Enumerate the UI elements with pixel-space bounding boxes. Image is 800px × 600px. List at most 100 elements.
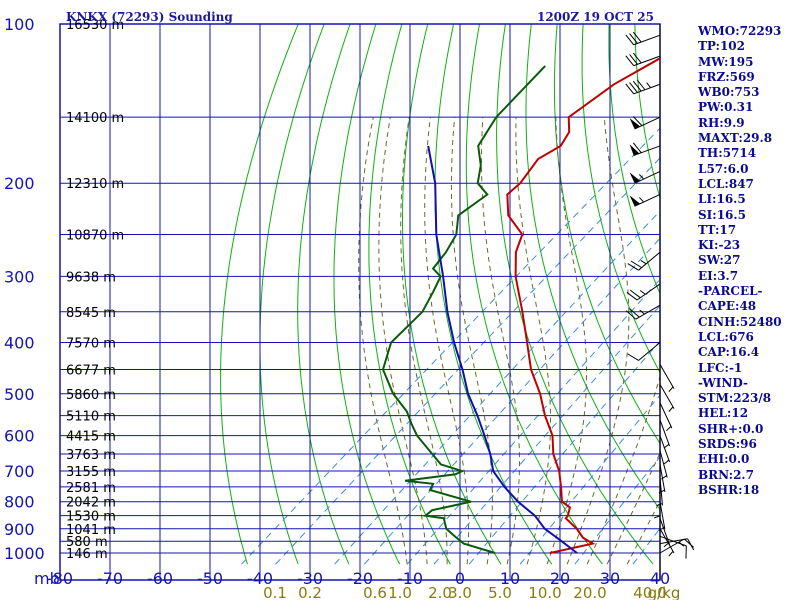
wind-barb-half-flag [666, 425, 672, 432]
wind-barb-flag [632, 80, 642, 92]
stability-index: BRN:2.7 [698, 467, 754, 482]
temperature-tick-label: -30 [297, 569, 323, 588]
temperature-tick-label: 0 [455, 569, 465, 588]
wind-barb-half-flag [656, 502, 663, 507]
pressure-unit-label: mb [34, 569, 60, 588]
temperature-tick-label: -60 [147, 569, 173, 588]
wind-barb-flag [627, 263, 639, 271]
height-label: 14100 m [66, 111, 124, 126]
stability-index: KI:-23 [698, 238, 741, 253]
height-label: 4415 m [66, 430, 116, 445]
stability-index: SW:27 [698, 253, 741, 268]
temperature-tick-label: -50 [197, 569, 223, 588]
moist-adiabat-line [358, 117, 408, 565]
dry-adiabat-line [333, 24, 401, 565]
pressure-tick-label: 200 [4, 174, 35, 193]
wind-barb-staff [633, 34, 661, 46]
stability-index: SHR+:0.0 [698, 421, 764, 436]
stability-index: HEL:12 [698, 406, 749, 421]
mixing-ratio-line [334, 210, 660, 565]
moist-adiabat-line [586, 374, 660, 565]
wind-barb [658, 501, 666, 531]
wind-barb [659, 535, 687, 559]
height-label: 5110 m [66, 410, 116, 425]
pressure-tick-label: 900 [4, 520, 35, 539]
wind-barb-flag [687, 538, 695, 551]
wind-barb-flag [632, 116, 643, 126]
stability-index: TH:5714 [698, 146, 757, 161]
height-label: 5860 m [66, 388, 116, 403]
wind-barb-half-flag [668, 550, 674, 557]
wind-barb [659, 528, 675, 557]
stability-index: LI:16.5 [698, 192, 746, 207]
wind-barb-staff [659, 364, 675, 389]
height-label: 7570 m [66, 336, 116, 351]
dry-adiabat-line [259, 24, 325, 565]
stability-index: TP:102 [698, 39, 746, 54]
wind-barb-half-flag [638, 197, 645, 203]
pressure-tick-label: 500 [4, 385, 35, 404]
wind-barb-half-flag [639, 309, 645, 315]
wind-barb-staff [634, 116, 661, 130]
wind-barb [659, 384, 675, 412]
stability-index: BSHR:18 [698, 482, 760, 497]
height-label: 10870 m [66, 229, 124, 244]
height-label: 1530 m [66, 510, 116, 525]
grid [59, 23, 661, 581]
dry-adiabat-line [465, 24, 603, 565]
stability-index: LFC:-1 [698, 360, 743, 375]
wind-barb-staff [659, 402, 673, 429]
wind-barb-staff [638, 342, 661, 361]
stability-index: EHI:0.0 [698, 452, 750, 467]
pressure-tick-label: 100 [4, 15, 35, 34]
temperature-tick-label: -70 [97, 569, 123, 588]
wind-barb [653, 489, 661, 519]
wind-barb-staff [633, 55, 661, 67]
moist-adiabat-line [566, 117, 630, 565]
wind-barb-pennant [629, 118, 641, 129]
height-label: 16530 m [66, 18, 124, 33]
pressure-tick-label: 400 [4, 333, 35, 352]
wind-barb [625, 304, 661, 320]
wind-barb-staff [633, 145, 661, 156]
wind-barb-pennant [629, 195, 641, 207]
temperature-tick-label: -20 [347, 569, 373, 588]
mixing-ratio-label: 40.0 [633, 584, 666, 600]
height-label: 6677 m [66, 364, 116, 379]
wind-barb-half-flag [663, 459, 670, 465]
pressure-tick-label: 700 [4, 462, 35, 481]
mixing-ratio-line [275, 157, 660, 565]
wind-barb-half-flag [668, 406, 674, 412]
wind-barb [627, 251, 661, 271]
pressure-tick-label: 300 [4, 267, 35, 286]
dry-adiabat-line [402, 24, 502, 565]
pressure-tick-label: 600 [4, 427, 35, 446]
dry-adiabat-line [553, 24, 660, 445]
chart-title: KNKX (72293) Sounding [66, 10, 233, 24]
pressure-tick-label: 800 [4, 493, 35, 512]
dewpoint-line [381, 65, 546, 554]
wind-barb-flag [632, 31, 642, 43]
wind-barb [659, 518, 671, 548]
stability-index: PW:0.31 [698, 100, 754, 115]
mixing-ratio-label: 3.0 [448, 584, 472, 600]
wind-barb [659, 538, 695, 551]
wind-barb-staff [659, 518, 671, 545]
temperature-tick-label: 20 [550, 569, 570, 588]
wind-barb [625, 31, 661, 46]
moist-adiabat-line [515, 117, 551, 565]
wind-barb-flag [629, 33, 638, 44]
wind-barb-half-flag [640, 260, 647, 265]
mixing-ratio-label: 1.0 [388, 584, 412, 600]
stability-index: MAXT:29.8 [698, 131, 773, 146]
stability-index: WMO:72293 [698, 24, 782, 38]
chart-time: 1200Z 19 OCT 25 [537, 10, 654, 24]
dry-adiabat-line [581, 24, 660, 374]
wind-barb-staff [659, 435, 671, 463]
height-label: 146 m [66, 547, 108, 562]
wind-barb-half-flag [663, 542, 670, 548]
wind-barb [659, 450, 668, 480]
stability-index-panel: WMO:72293 TP:102 MW:195 FRZ:569 WB0:753 PW:0.… [698, 24, 800, 498]
temperature-line [506, 57, 660, 554]
wind-barb [659, 435, 671, 465]
